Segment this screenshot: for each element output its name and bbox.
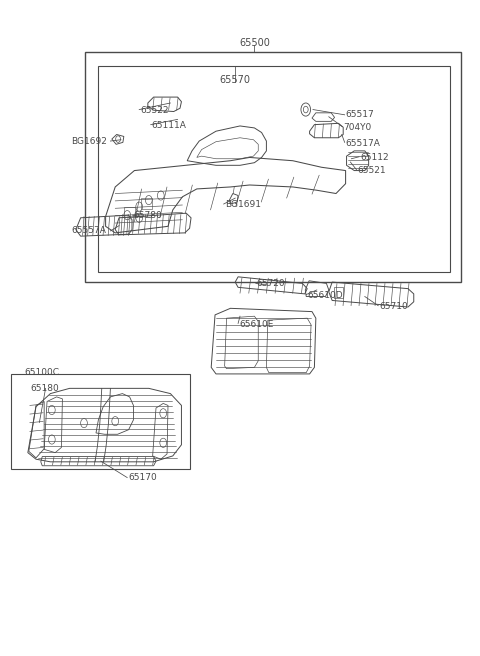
Bar	[85, 52, 461, 282]
Text: 65710: 65710	[379, 302, 408, 311]
Text: 65517: 65517	[346, 110, 374, 119]
Text: 65720: 65720	[257, 279, 286, 288]
Bar	[334, 287, 343, 298]
Text: 65610D: 65610D	[307, 291, 343, 300]
Text: 65170: 65170	[129, 473, 157, 482]
Text: 65610E: 65610E	[239, 319, 274, 329]
Text: 65780: 65780	[133, 211, 162, 220]
Text: 65521: 65521	[358, 166, 386, 175]
Text: 65100C: 65100C	[24, 368, 59, 377]
Text: 65112: 65112	[360, 153, 389, 162]
Bar	[98, 66, 450, 272]
Bar	[124, 207, 135, 217]
Text: 65522: 65522	[140, 106, 168, 115]
Text: 65517A: 65517A	[346, 138, 381, 148]
Text: 65557A: 65557A	[71, 226, 106, 236]
Bar	[11, 374, 190, 469]
Bar	[141, 198, 152, 209]
Text: 65180: 65180	[30, 384, 59, 393]
Text: BG1692: BG1692	[71, 137, 107, 146]
Text: 65570: 65570	[220, 75, 251, 85]
Text: 65500: 65500	[239, 37, 270, 48]
Text: 704Y0: 704Y0	[343, 123, 372, 132]
Text: 65111A: 65111A	[152, 121, 187, 131]
Text: BG1691: BG1691	[225, 200, 261, 209]
